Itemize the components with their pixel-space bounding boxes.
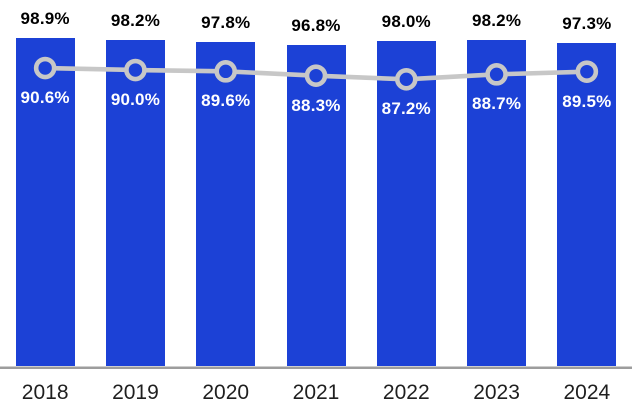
x-axis-label-2021: 2021: [292, 381, 340, 404]
trend-marker-2019: [124, 58, 147, 82]
x-axis-label-2018: 2018: [21, 381, 69, 404]
bar-value-label-2024: 97.3%: [562, 14, 612, 34]
x-axis-line: [0, 366, 632, 369]
bar-value-label-2022: 98.0%: [381, 11, 431, 31]
trend-marker-2021: [304, 64, 328, 87]
trend-marker-2024: [575, 60, 599, 83]
x-axis-label-2020: 2020: [202, 381, 250, 404]
bar-2022: [376, 40, 436, 366]
line-value-label-2021: 88.3%: [291, 95, 341, 115]
line-value-label-2019: 90.0%: [110, 90, 161, 110]
bar-value-label-2018: 98.9%: [20, 9, 70, 28]
bar-value-label-2021: 96.8%: [291, 15, 341, 35]
x-axis-label-2019: 2019: [112, 381, 159, 404]
x-axis-label-2024: 2024: [563, 381, 611, 404]
bar-value-label-2019: 98.2%: [110, 11, 161, 31]
trend-marker-2022: [394, 68, 418, 91]
bar-value-label-2023: 98.2%: [471, 11, 522, 31]
bar-2024: [557, 43, 617, 366]
bar-2021: [286, 44, 346, 366]
line-value-label-2018: 90.6%: [20, 88, 70, 108]
line-value-label-2020: 89.6%: [201, 91, 251, 111]
bar-2020: [196, 41, 256, 366]
x-axis-label-2022: 2022: [382, 381, 430, 404]
bar-value-label-2020: 97.8%: [201, 12, 251, 32]
x-axis-label-2023: 2023: [473, 381, 520, 404]
line-value-label-2024: 89.5%: [562, 91, 612, 111]
line-value-label-2022: 87.2%: [381, 99, 431, 119]
bar-2023: [467, 40, 527, 366]
line-value-label-2023: 88.7%: [471, 94, 522, 114]
trend-marker-2020: [214, 60, 238, 83]
bar-2019: [105, 40, 165, 366]
trend-marker-2023: [485, 63, 508, 86]
trend-marker-2018: [33, 56, 57, 80]
bar-2018: [15, 38, 75, 366]
